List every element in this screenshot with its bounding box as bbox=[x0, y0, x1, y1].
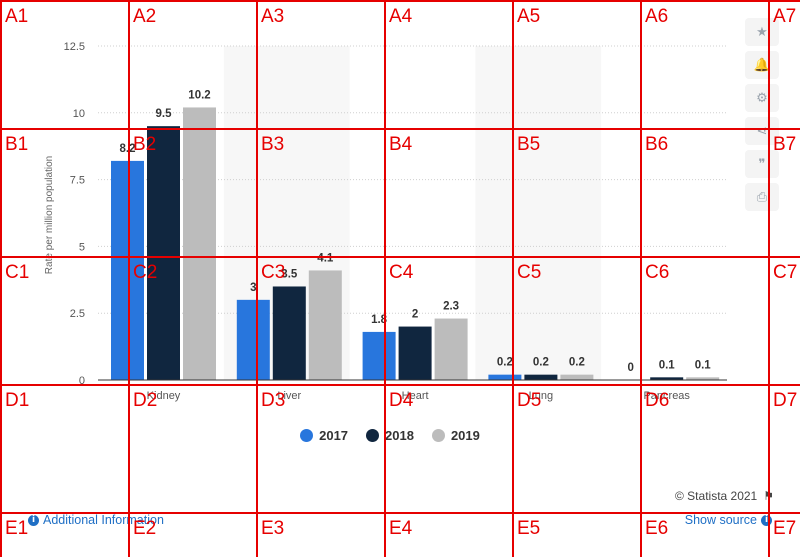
y-axis-label: Rate per million population bbox=[44, 156, 55, 274]
category-band bbox=[475, 46, 602, 380]
data-label: 2.3 bbox=[443, 301, 459, 313]
y-tick-label: 12.5 bbox=[64, 41, 85, 53]
data-label: 3 bbox=[250, 282, 256, 294]
info-icon: i bbox=[28, 514, 39, 526]
y-tick-label: 5 bbox=[79, 241, 85, 253]
bell-icon[interactable]: 🔔 bbox=[745, 51, 779, 79]
y-tick-label: 2.5 bbox=[70, 308, 85, 320]
data-label: 0 bbox=[627, 362, 633, 374]
show-source-link[interactable]: Show source i bbox=[685, 513, 772, 527]
data-label: 10.2 bbox=[188, 89, 210, 101]
data-label: 1.8 bbox=[371, 314, 388, 326]
bar bbox=[236, 299, 270, 380]
additional-information-link[interactable]: i Additional Information bbox=[28, 513, 164, 527]
y-tick-label: 0 bbox=[79, 375, 85, 387]
legend-item-2017[interactable]: 2017 bbox=[300, 428, 348, 443]
quote-icon[interactable]: ❞ bbox=[745, 150, 779, 178]
bar bbox=[398, 326, 432, 380]
legend-label: 2019 bbox=[450, 428, 480, 443]
bar bbox=[272, 286, 306, 380]
bar bbox=[308, 270, 342, 380]
legend-item-2019[interactable]: 2019 bbox=[431, 428, 480, 443]
bar bbox=[560, 374, 594, 380]
statista-credit[interactable]: © Statista 2021 ⚑ bbox=[675, 489, 774, 503]
bar bbox=[183, 107, 216, 381]
data-label: 4.1 bbox=[317, 252, 334, 264]
show-source-label: Show source bbox=[684, 513, 757, 527]
print-icon[interactable]: ⎙ bbox=[745, 183, 779, 211]
data-label: 0.2 bbox=[497, 357, 513, 369]
chart-legend: 2017 2018 2019 bbox=[0, 428, 780, 443]
share-icon[interactable]: ⋖ bbox=[745, 117, 779, 145]
legend-label: 2018 bbox=[385, 428, 414, 443]
bars bbox=[111, 107, 720, 381]
x-category-label: Lung bbox=[529, 390, 553, 402]
legend-item-2018[interactable]: 2018 bbox=[366, 428, 414, 443]
data-label: 0.2 bbox=[533, 357, 549, 369]
bar bbox=[147, 126, 180, 380]
bar bbox=[524, 374, 558, 380]
gear-icon[interactable]: ⚙ bbox=[745, 84, 779, 112]
legend-label: 2017 bbox=[319, 428, 349, 443]
flag-icon: ⚑ bbox=[763, 489, 774, 503]
credit-text: © Statista 2021 bbox=[675, 489, 758, 503]
bar bbox=[111, 160, 144, 380]
bar bbox=[650, 377, 684, 380]
chart-toolbar: ★ 🔔 ⚙ ⋖ ❞ ⎙ bbox=[745, 18, 779, 216]
data-label: 0.1 bbox=[659, 359, 676, 371]
star-icon[interactable]: ★ bbox=[745, 18, 779, 46]
x-category-label: Heart bbox=[402, 390, 429, 402]
bar bbox=[434, 318, 468, 380]
bar bbox=[488, 374, 522, 380]
legend-dot bbox=[300, 429, 314, 442]
x-axis-categories: Kidney Liver Heart Lung Pancreas bbox=[147, 390, 691, 402]
data-labels: 8.2 9.5 10.2 3 3.5 4.1 1.8 2 2.3 0.2 0.2 0.2 0 0.1 0.1 bbox=[120, 89, 712, 374]
data-label: 3.5 bbox=[281, 268, 298, 280]
data-label: 8.2 bbox=[120, 143, 136, 155]
y-axis-ticks: 0 2.5 5 7.5 10 12.5 bbox=[64, 41, 85, 387]
bar bbox=[362, 331, 396, 380]
data-label: 2 bbox=[412, 309, 418, 321]
legend-dot bbox=[431, 429, 445, 442]
y-tick-label: 10 bbox=[73, 108, 85, 120]
data-label: 0.1 bbox=[695, 359, 712, 371]
info-icon: i bbox=[761, 514, 772, 526]
data-label: 9.5 bbox=[156, 108, 173, 120]
x-category-label: Kidney bbox=[147, 390, 181, 402]
x-category-label: Pancreas bbox=[643, 390, 690, 402]
bar bbox=[686, 377, 720, 380]
additional-info-label: Additional Information bbox=[43, 513, 164, 527]
x-category-label: Liver bbox=[277, 390, 301, 402]
y-tick-label: 7.5 bbox=[70, 175, 85, 187]
legend-dot bbox=[366, 429, 380, 442]
data-label: 0.2 bbox=[569, 357, 585, 369]
